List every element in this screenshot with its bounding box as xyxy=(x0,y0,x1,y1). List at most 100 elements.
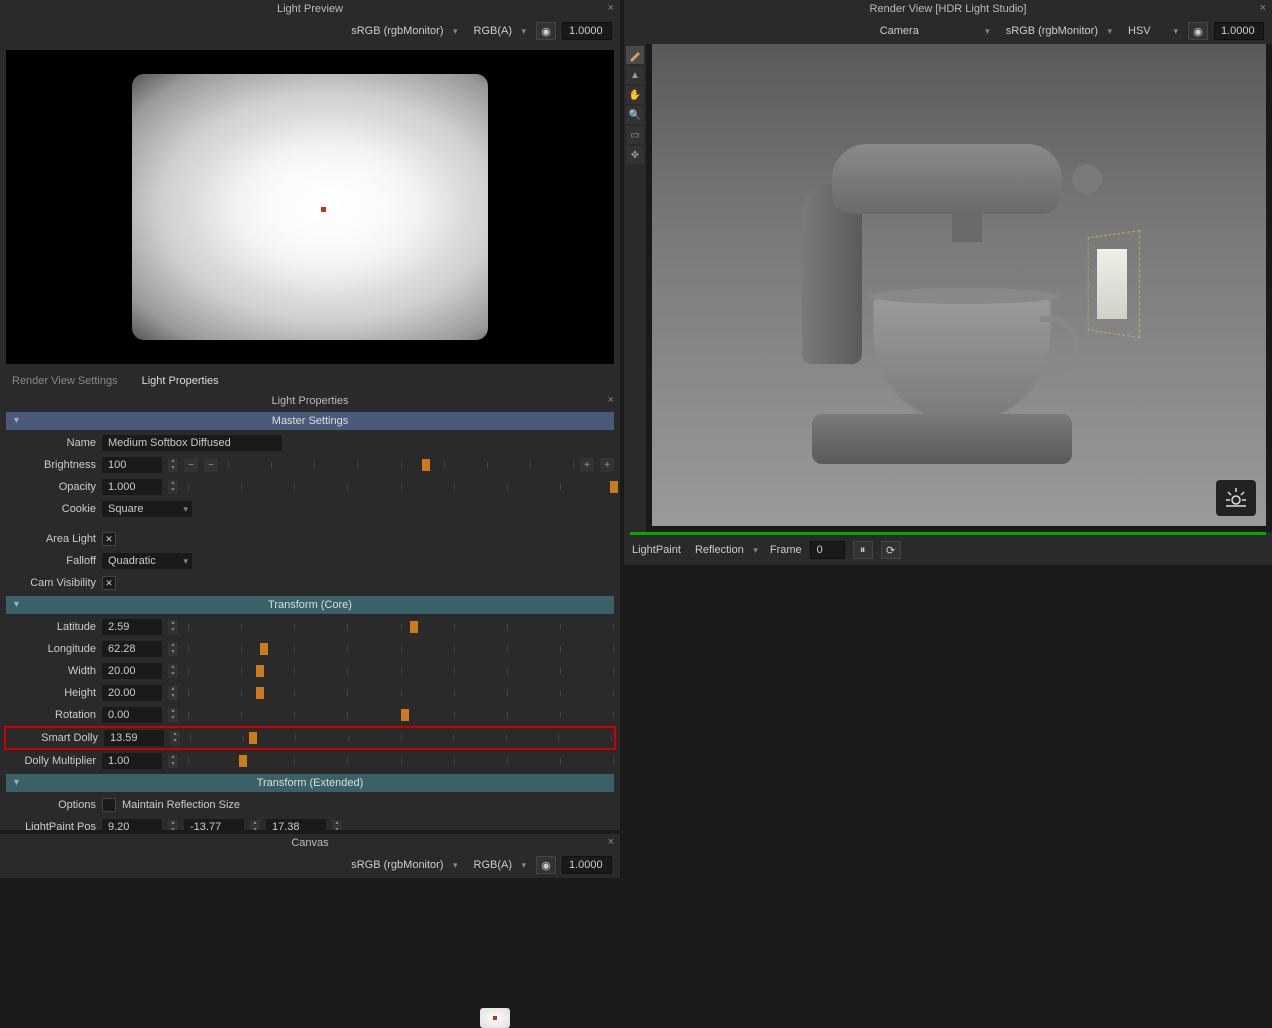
props-panel-title: Light Properties × xyxy=(0,392,620,410)
pos-z-input[interactable] xyxy=(266,819,326,830)
latitude-input[interactable] xyxy=(102,619,162,635)
height-slider[interactable] xyxy=(188,686,614,700)
area-light-checkbox[interactable]: ✕ xyxy=(102,532,116,546)
preview-toolbar: sRGB (rgbMonitor) RGB(A) ◉ 1.0000 xyxy=(0,18,620,44)
aperture-icon[interactable]: ◉ xyxy=(1188,22,1208,40)
opacity-input[interactable] xyxy=(102,479,162,495)
zoom-tool-icon[interactable]: 🔍 xyxy=(626,106,644,124)
latitude-row: Latitude ▴▾ xyxy=(0,616,620,638)
spinner-icon[interactable]: ▴▾ xyxy=(168,708,178,722)
area-light-label: Area Light xyxy=(6,533,96,545)
plus-button[interactable]: + xyxy=(580,458,594,472)
spinner-icon[interactable]: ▴▾ xyxy=(250,820,260,830)
cam-vis-checkbox[interactable]: ✕ xyxy=(102,576,116,590)
colorspace-dropdown[interactable]: sRGB (rgbMonitor) xyxy=(345,23,461,39)
options-row: Options Maintain Reflection Size xyxy=(0,794,620,816)
render-viewport[interactable] xyxy=(652,44,1266,526)
maintain-label: Maintain Reflection Size xyxy=(122,799,240,811)
falloff-select[interactable]: Quadratic xyxy=(102,553,192,569)
colorspace-dropdown[interactable]: sRGB (rgbMonitor) xyxy=(1000,23,1116,39)
spinner-icon[interactable]: ▴▾ xyxy=(332,820,342,830)
spinner-icon[interactable]: ▴▾ xyxy=(168,458,178,472)
spinner-icon[interactable]: ▴▾ xyxy=(168,620,178,634)
hand-tool-icon[interactable]: ✋ xyxy=(626,86,644,104)
pause-icon[interactable]: ⏸ xyxy=(853,541,873,559)
tool-column: ▲ ✋ 🔍 ▭ ✥ xyxy=(624,44,646,532)
lightpaint-mode-dropdown[interactable]: Reflection xyxy=(689,542,762,558)
spinner-icon[interactable]: ▴▾ xyxy=(168,642,178,656)
smart-dolly-slider[interactable] xyxy=(190,731,612,745)
brightness-slider[interactable] xyxy=(228,458,574,472)
exposure-field[interactable]: 1.0000 xyxy=(1214,22,1264,40)
master-settings-header[interactable]: ▼ Master Settings xyxy=(6,412,614,430)
preview-viewport[interactable] xyxy=(6,50,614,364)
spinner-icon[interactable]: ▴▾ xyxy=(168,664,178,678)
width-slider[interactable] xyxy=(188,664,614,678)
spinner-icon[interactable]: ▴▾ xyxy=(168,480,178,494)
spinner-icon[interactable]: ▴▾ xyxy=(168,686,178,700)
right-column: Light Preview × sRGB (rgbMonitor) RGB(A)… xyxy=(0,0,620,830)
longitude-slider[interactable] xyxy=(188,642,614,656)
maintain-checkbox[interactable] xyxy=(102,798,116,812)
render-bottom-bar: LightPaint Reflection Frame 0 ⏸ ⟳ xyxy=(624,535,1272,565)
tab-render-settings[interactable]: Render View Settings xyxy=(0,370,130,392)
height-input[interactable] xyxy=(102,685,162,701)
canvas-light-marker[interactable] xyxy=(480,1008,510,1028)
close-icon[interactable]: × xyxy=(608,394,614,406)
minus-button[interactable]: − xyxy=(204,458,218,472)
light-gizmo[interactable] xyxy=(1082,234,1142,334)
spinner-icon[interactable]: ▴▾ xyxy=(168,754,178,768)
exposure-field[interactable]: 1.0000 xyxy=(562,856,612,874)
spinner-icon[interactable]: ▴▾ xyxy=(168,820,178,830)
pos-x-input[interactable] xyxy=(102,819,162,830)
latitude-slider[interactable] xyxy=(188,620,614,634)
rotation-slider[interactable] xyxy=(188,708,614,722)
close-icon[interactable]: × xyxy=(608,836,614,848)
cookie-select[interactable]: Square xyxy=(102,501,192,517)
close-icon[interactable]: × xyxy=(608,2,614,14)
canvas-toolbar: sRGB (rgbMonitor) RGB(A) ◉ 1.0000 xyxy=(0,852,620,878)
section-label: Transform (Extended) xyxy=(257,777,364,789)
brush-tool-icon[interactable] xyxy=(626,46,644,64)
falloff-row: Falloff Quadratic xyxy=(0,550,620,572)
camera-dropdown[interactable]: Camera xyxy=(874,23,994,39)
dolly-mult-slider[interactable] xyxy=(188,754,614,768)
close-icon[interactable]: × xyxy=(1260,2,1266,14)
transform-ext-header[interactable]: ▼ Transform (Extended) xyxy=(6,774,614,792)
spinner-icon[interactable]: ▴▾ xyxy=(170,731,180,745)
brightness-input[interactable] xyxy=(102,457,162,473)
sun-toggle-icon[interactable] xyxy=(1216,480,1256,516)
longitude-label: Longitude xyxy=(6,643,96,655)
colorspace-dropdown[interactable]: sRGB (rgbMonitor) xyxy=(345,857,461,873)
exposure-field[interactable]: 1.0000 xyxy=(562,22,612,40)
pointer-tool-icon[interactable]: ▲ xyxy=(626,66,644,84)
frame-field[interactable]: 0 xyxy=(810,541,845,559)
mode-dropdown[interactable]: HSV xyxy=(1122,23,1182,39)
refresh-icon[interactable]: ⟳ xyxy=(881,541,901,559)
name-row: Name xyxy=(0,432,620,454)
height-label: Height xyxy=(6,687,96,699)
minus-button[interactable]: − xyxy=(184,458,198,472)
render-view-panel: Render View [HDR Light Studio] × Camera … xyxy=(624,0,1272,565)
name-label: Name xyxy=(6,437,96,449)
transform-core-header[interactable]: ▼ Transform (Core) xyxy=(6,596,614,614)
rotation-input[interactable] xyxy=(102,707,162,723)
aperture-icon[interactable]: ◉ xyxy=(536,856,556,874)
aperture-icon[interactable]: ◉ xyxy=(536,22,556,40)
longitude-input[interactable] xyxy=(102,641,162,657)
plus-button[interactable]: + xyxy=(600,458,614,472)
opacity-slider[interactable] xyxy=(188,480,614,494)
name-input[interactable] xyxy=(102,435,282,451)
width-input[interactable] xyxy=(102,663,162,679)
move-tool-icon[interactable]: ✥ xyxy=(626,146,644,164)
tab-light-properties[interactable]: Light Properties xyxy=(130,370,231,392)
lightpaint-pos-label: LightPaint Pos xyxy=(6,821,96,830)
brightness-row: Brightness ▴▾ − − + + xyxy=(0,454,620,476)
smart-dolly-input[interactable] xyxy=(104,730,164,746)
channel-dropdown[interactable]: RGB(A) xyxy=(468,23,531,39)
pos-y-input[interactable] xyxy=(184,819,244,830)
crop-tool-icon[interactable]: ▭ xyxy=(626,126,644,144)
channel-dropdown[interactable]: RGB(A) xyxy=(468,857,531,873)
dolly-mult-input[interactable] xyxy=(102,753,162,769)
collapse-icon: ▼ xyxy=(12,777,21,787)
